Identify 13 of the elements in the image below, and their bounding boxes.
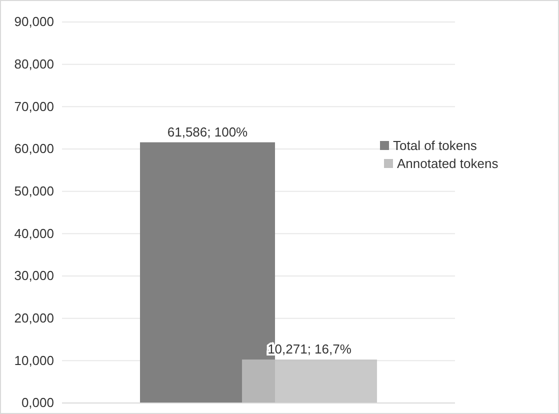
y-tick-label: 10,000 xyxy=(14,352,54,368)
y-tick-label: 80,000 xyxy=(14,56,54,72)
data-label: 61,586; 100% xyxy=(167,124,248,140)
y-tick-label: 50,000 xyxy=(14,183,54,198)
y-tick-label: 40,000 xyxy=(14,226,54,241)
y-tick-label: 70,000 xyxy=(14,98,54,114)
legend-label: Annotated tokens xyxy=(397,156,499,171)
y-tick-label: 20,000 xyxy=(14,310,54,326)
y-tick-label: 60,000 xyxy=(14,141,54,156)
y-tick-label: 0,000 xyxy=(21,395,54,410)
legend-label: Total of tokens xyxy=(393,138,478,153)
y-tick-label: 90,000 xyxy=(14,14,54,30)
y-tick-label: 30,000 xyxy=(14,268,54,284)
